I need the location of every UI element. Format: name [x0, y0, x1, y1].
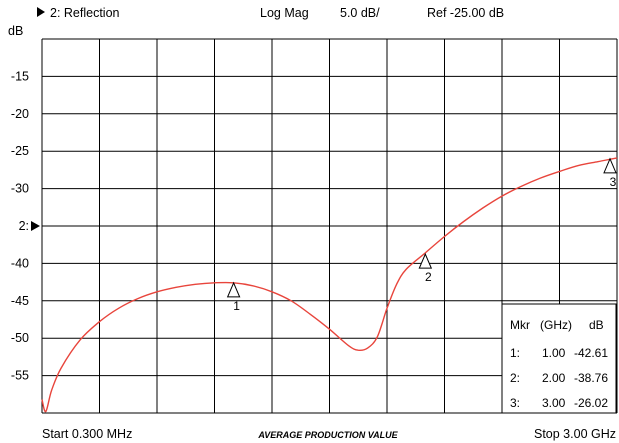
marker-table-header-db: dB: [589, 318, 604, 332]
y-tick-label: -15: [11, 69, 29, 83]
y-tick-label: -25: [11, 144, 29, 158]
marker-group: 1 2 3: [226, 157, 617, 313]
marker-2-number: 2: [425, 270, 432, 284]
marker-table-row-freq: 3.00: [542, 396, 566, 410]
reflection-trace-line: [41, 157, 618, 413]
marker-table-row-label: 1:: [510, 346, 520, 360]
marker-table-row-label: 2:: [510, 371, 520, 385]
header-bar: 2: Reflection Log Mag 5.0 dB/ Ref -25.00…: [37, 6, 504, 20]
marker-table-row-db: -26.02: [574, 396, 608, 410]
trace-group: [41, 157, 618, 413]
y-tick-label: 2:: [19, 219, 29, 233]
y-tick-label: -50: [11, 331, 29, 345]
scale-label: 5.0 dB/: [340, 6, 380, 20]
marker-table-row-freq: 1.00: [542, 346, 566, 360]
y-tick-label: -20: [11, 107, 29, 121]
y-tick-label: -55: [11, 369, 29, 383]
marker-3-number: 3: [610, 175, 617, 189]
marker-table-row-label: 3:: [510, 396, 520, 410]
format-label: Log Mag: [260, 6, 309, 20]
active-trace-arrow-icon: [37, 7, 45, 17]
marker-table-row-db: -38.76: [574, 371, 608, 385]
footer-bar: Start 0.300 MHz AVERAGE PRODUCTION VALUE…: [42, 427, 616, 441]
marker-table-box: [501, 303, 617, 414]
reference-position-arrow-icon: [31, 221, 40, 231]
marker-table-header-freq: (GHz): [540, 318, 572, 332]
marker-table: Mkr (GHz) dB 1: 1.00 -42.61 2: 2.00 -38.…: [501, 303, 617, 414]
reference-label: Ref -25.00 dB: [427, 6, 504, 20]
marker-1-triangle-icon: [226, 281, 241, 298]
stop-frequency-label: Stop 3.00 GHz: [534, 427, 616, 441]
marker-2-triangle-icon: [418, 252, 433, 269]
y-axis-unit-label: dB: [8, 24, 23, 38]
marker-3-triangle-icon: [603, 157, 617, 174]
marker-table-row-db: -42.61: [574, 346, 608, 360]
y-axis-ticks: -15 -20 -25 -30 2: -40 -45 -50 -55: [11, 69, 40, 383]
marker-table-header-mkr: Mkr: [510, 318, 530, 332]
y-tick-label: -45: [11, 294, 29, 308]
marker-table-row-freq: 2.00: [542, 371, 566, 385]
start-frequency-label: Start 0.300 MHz: [42, 427, 132, 441]
y-tick-label: -30: [11, 182, 29, 196]
watermark-caption: AVERAGE PRODUCTION VALUE: [257, 430, 398, 440]
marker-1-number: 1: [233, 299, 240, 313]
trace-label: 2: Reflection: [50, 6, 120, 20]
y-tick-label: -40: [11, 256, 29, 270]
